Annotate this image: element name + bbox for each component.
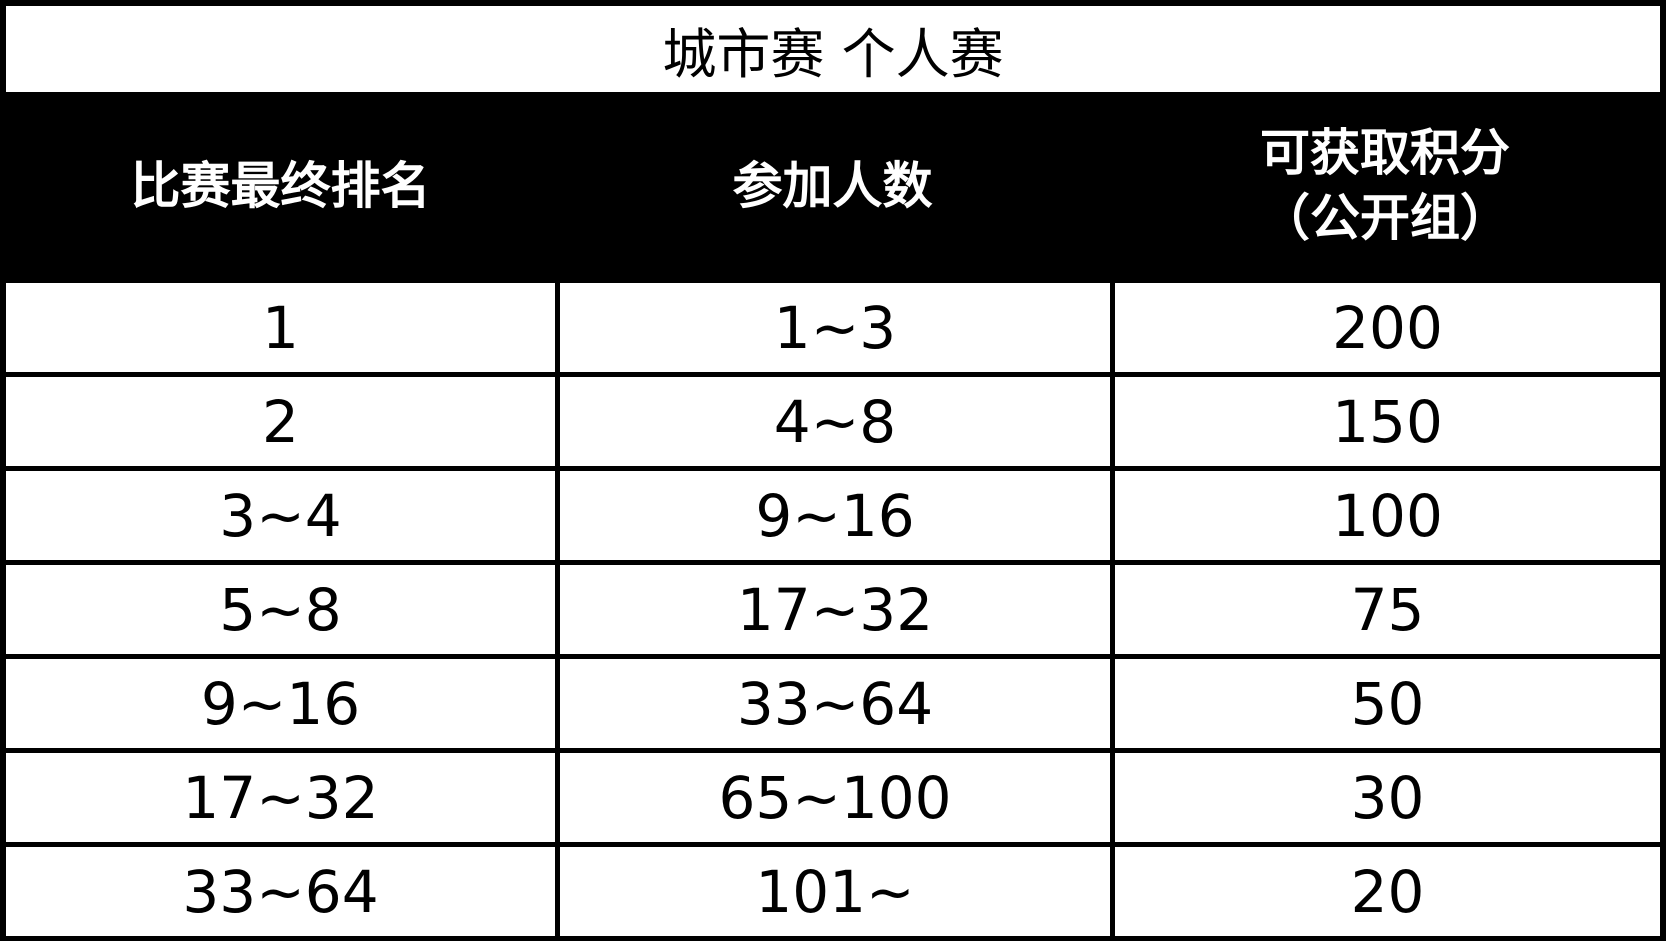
cell-points: 30 xyxy=(1115,753,1660,842)
cell-rank: 17~32 xyxy=(6,753,555,842)
cell-rank: 2 xyxy=(6,377,555,466)
cell-participants: 33~64 xyxy=(560,659,1110,748)
header-participants: 参加人数 xyxy=(732,156,933,215)
cell-points: 50 xyxy=(1115,659,1660,748)
cell-points: 20 xyxy=(1115,847,1660,936)
cell-participants: 1~3 xyxy=(560,283,1110,372)
table-row: 2 4~8 150 xyxy=(6,377,1660,466)
header-rank: 比赛最终排名 xyxy=(130,156,431,215)
cell-participants: 17~32 xyxy=(560,565,1110,654)
cell-participants: 65~100 xyxy=(560,753,1110,842)
table-body: 1 1~3 200 2 4~8 150 3~4 9~16 100 5~8 17~32 75 9~… xyxy=(6,283,1660,941)
table-title: 城市赛 个人赛 xyxy=(6,6,1660,92)
cell-participants: 4~8 xyxy=(560,377,1110,466)
cell-points: 100 xyxy=(1115,471,1660,560)
table-row: 5~8 17~32 75 xyxy=(6,565,1660,654)
cell-points: 75 xyxy=(1115,565,1660,654)
cell-participants: 9~16 xyxy=(560,471,1110,560)
table-row: 17~32 65~100 30 xyxy=(6,753,1660,842)
cell-participants: 101~ xyxy=(560,847,1110,936)
table-row: 1 1~3 200 xyxy=(6,283,1660,372)
cell-rank: 9~16 xyxy=(6,659,555,748)
table-header: 比赛最终排名 参加人数 可获取积分 （公开组） xyxy=(6,93,1660,279)
cell-rank: 5~8 xyxy=(6,565,555,654)
cell-points: 200 xyxy=(1115,283,1660,372)
table-row: 9~16 33~64 50 xyxy=(6,659,1660,748)
table-row: 3~4 9~16 100 xyxy=(6,471,1660,560)
cell-rank: 1 xyxy=(6,283,555,372)
cell-points: 150 xyxy=(1115,377,1660,466)
header-points: 可获取积分 （公开组） xyxy=(1260,124,1510,247)
cell-rank: 33~64 xyxy=(6,847,555,936)
cell-rank: 3~4 xyxy=(6,471,555,560)
table-row: 33~64 101~ 20 xyxy=(6,847,1660,936)
